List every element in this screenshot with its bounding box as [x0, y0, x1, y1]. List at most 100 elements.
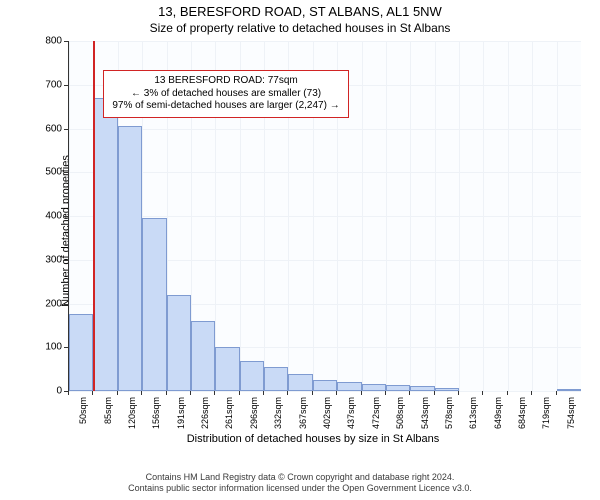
bar: [142, 218, 166, 391]
x-tick-label: 437sqm: [346, 397, 356, 429]
x-tick-label: 296sqm: [249, 397, 259, 429]
bar: [118, 126, 142, 391]
bar: [69, 314, 93, 391]
page-title-address: 13, BERESFORD ROAD, ST ALBANS, AL1 5NW: [0, 4, 600, 19]
bar: [240, 361, 264, 391]
y-tick-mark: [64, 216, 68, 217]
gridline-h: [69, 172, 581, 173]
x-tick-mark: [239, 391, 240, 395]
x-tick-label: 261sqm: [224, 397, 234, 429]
x-tick-mark: [458, 391, 459, 395]
y-tick-mark: [64, 260, 68, 261]
x-tick-label: 472sqm: [371, 397, 381, 429]
x-tick-label: 226sqm: [200, 397, 210, 429]
x-tick-label: 156sqm: [151, 397, 161, 429]
x-tick-label: 543sqm: [420, 397, 430, 429]
gridline-v: [386, 41, 387, 391]
x-tick-mark: [361, 391, 362, 395]
x-tick-mark: [214, 391, 215, 395]
bar: [167, 295, 191, 391]
gridline-v: [362, 41, 363, 391]
y-tick-mark: [64, 304, 68, 305]
y-tick-label: 100: [22, 342, 62, 353]
callout-line: 13 BERESFORD ROAD: 77sqm: [112, 75, 339, 88]
y-tick-label: 400: [22, 211, 62, 222]
y-tick-label: 600: [22, 123, 62, 134]
gridline-h: [69, 216, 581, 217]
x-tick-label: 649sqm: [493, 397, 503, 429]
x-tick-label: 754sqm: [566, 397, 576, 429]
page-subtitle: Size of property relative to detached ho…: [0, 21, 600, 35]
y-tick-mark: [64, 85, 68, 86]
x-tick-label: 613sqm: [468, 397, 478, 429]
x-tick-label: 578sqm: [444, 397, 454, 429]
gridline-h: [69, 391, 581, 392]
x-tick-mark: [287, 391, 288, 395]
gridline-v: [532, 41, 533, 391]
x-tick-mark: [312, 391, 313, 395]
x-tick-mark: [507, 391, 508, 395]
bar: [264, 367, 288, 391]
plot-area: 13 BERESFORD ROAD: 77sqm← 3% of detached…: [68, 41, 581, 392]
bar: [93, 98, 117, 391]
gridline-h: [69, 41, 581, 42]
y-tick-label: 300: [22, 254, 62, 265]
footer-line-2: Contains public sector information licen…: [0, 483, 600, 494]
gridline-v: [483, 41, 484, 391]
bar: [362, 384, 386, 391]
x-tick-mark: [263, 391, 264, 395]
x-tick-label: 719sqm: [541, 397, 551, 429]
property-size-marker: [93, 41, 95, 391]
x-tick-label: 120sqm: [127, 397, 137, 429]
y-tick-label: 700: [22, 79, 62, 90]
callout-line: ← 3% of detached houses are smaller (73): [112, 88, 339, 101]
x-tick-mark: [556, 391, 557, 395]
x-tick-label: 508sqm: [395, 397, 405, 429]
bar: [557, 389, 581, 391]
bar: [191, 321, 215, 391]
property-callout: 13 BERESFORD ROAD: 77sqm← 3% of detached…: [103, 70, 348, 118]
callout-line: 97% of semi-detached houses are larger (…: [112, 100, 339, 113]
bar: [386, 385, 410, 391]
gridline-h: [69, 129, 581, 130]
x-tick-mark: [190, 391, 191, 395]
gridline-v: [459, 41, 460, 391]
x-axis-label: Distribution of detached houses by size …: [46, 433, 580, 445]
y-tick-label: 800: [22, 36, 62, 47]
y-tick-mark: [64, 129, 68, 130]
x-tick-label: 684sqm: [517, 397, 527, 429]
gridline-v: [557, 41, 558, 391]
x-tick-label: 367sqm: [298, 397, 308, 429]
y-tick-label: 500: [22, 167, 62, 178]
x-tick-mark: [117, 391, 118, 395]
bar: [215, 347, 239, 391]
x-tick-mark: [68, 391, 69, 395]
x-tick-mark: [336, 391, 337, 395]
x-tick-mark: [482, 391, 483, 395]
y-tick-mark: [64, 347, 68, 348]
x-tick-label: 332sqm: [273, 397, 283, 429]
x-tick-mark: [92, 391, 93, 395]
x-tick-mark: [434, 391, 435, 395]
bar: [435, 388, 459, 392]
footer-line-1: Contains HM Land Registry data © Crown c…: [0, 472, 600, 483]
x-tick-mark: [166, 391, 167, 395]
gridline-v: [508, 41, 509, 391]
y-tick-label: 0: [22, 386, 62, 397]
bar: [337, 382, 361, 391]
x-tick-label: 85sqm: [103, 397, 113, 424]
x-tick-label: 402sqm: [322, 397, 332, 429]
x-tick-label: 191sqm: [176, 397, 186, 429]
y-tick-label: 200: [22, 298, 62, 309]
x-tick-mark: [531, 391, 532, 395]
y-tick-mark: [64, 172, 68, 173]
bar: [288, 374, 312, 391]
gridline-v: [435, 41, 436, 391]
x-tick-mark: [385, 391, 386, 395]
x-tick-label: 50sqm: [78, 397, 88, 424]
x-tick-mark: [141, 391, 142, 395]
y-tick-mark: [64, 41, 68, 42]
attribution-footer: Contains HM Land Registry data © Crown c…: [0, 472, 600, 495]
x-tick-mark: [409, 391, 410, 395]
chart: Number of detached properties 13 BERESFO…: [46, 41, 580, 421]
